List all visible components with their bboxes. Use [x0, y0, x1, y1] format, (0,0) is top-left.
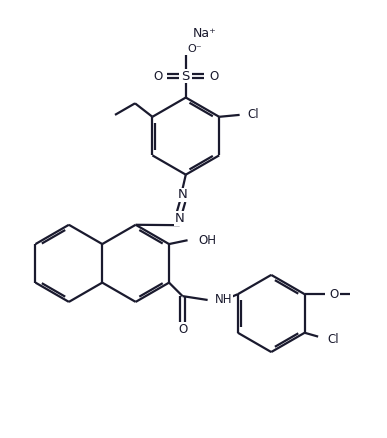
Text: OH: OH [199, 234, 216, 247]
Text: Cl: Cl [247, 108, 259, 121]
Text: O: O [178, 323, 187, 336]
Text: O: O [209, 70, 218, 83]
Text: N: N [178, 188, 188, 201]
Text: S: S [182, 70, 190, 83]
Text: Na⁺: Na⁺ [193, 28, 217, 40]
Text: Cl: Cl [328, 333, 339, 346]
Text: O: O [153, 70, 163, 83]
Text: NH: NH [214, 293, 232, 307]
Text: O: O [330, 288, 339, 301]
Text: N: N [175, 212, 185, 225]
Text: O⁻: O⁻ [188, 44, 202, 54]
